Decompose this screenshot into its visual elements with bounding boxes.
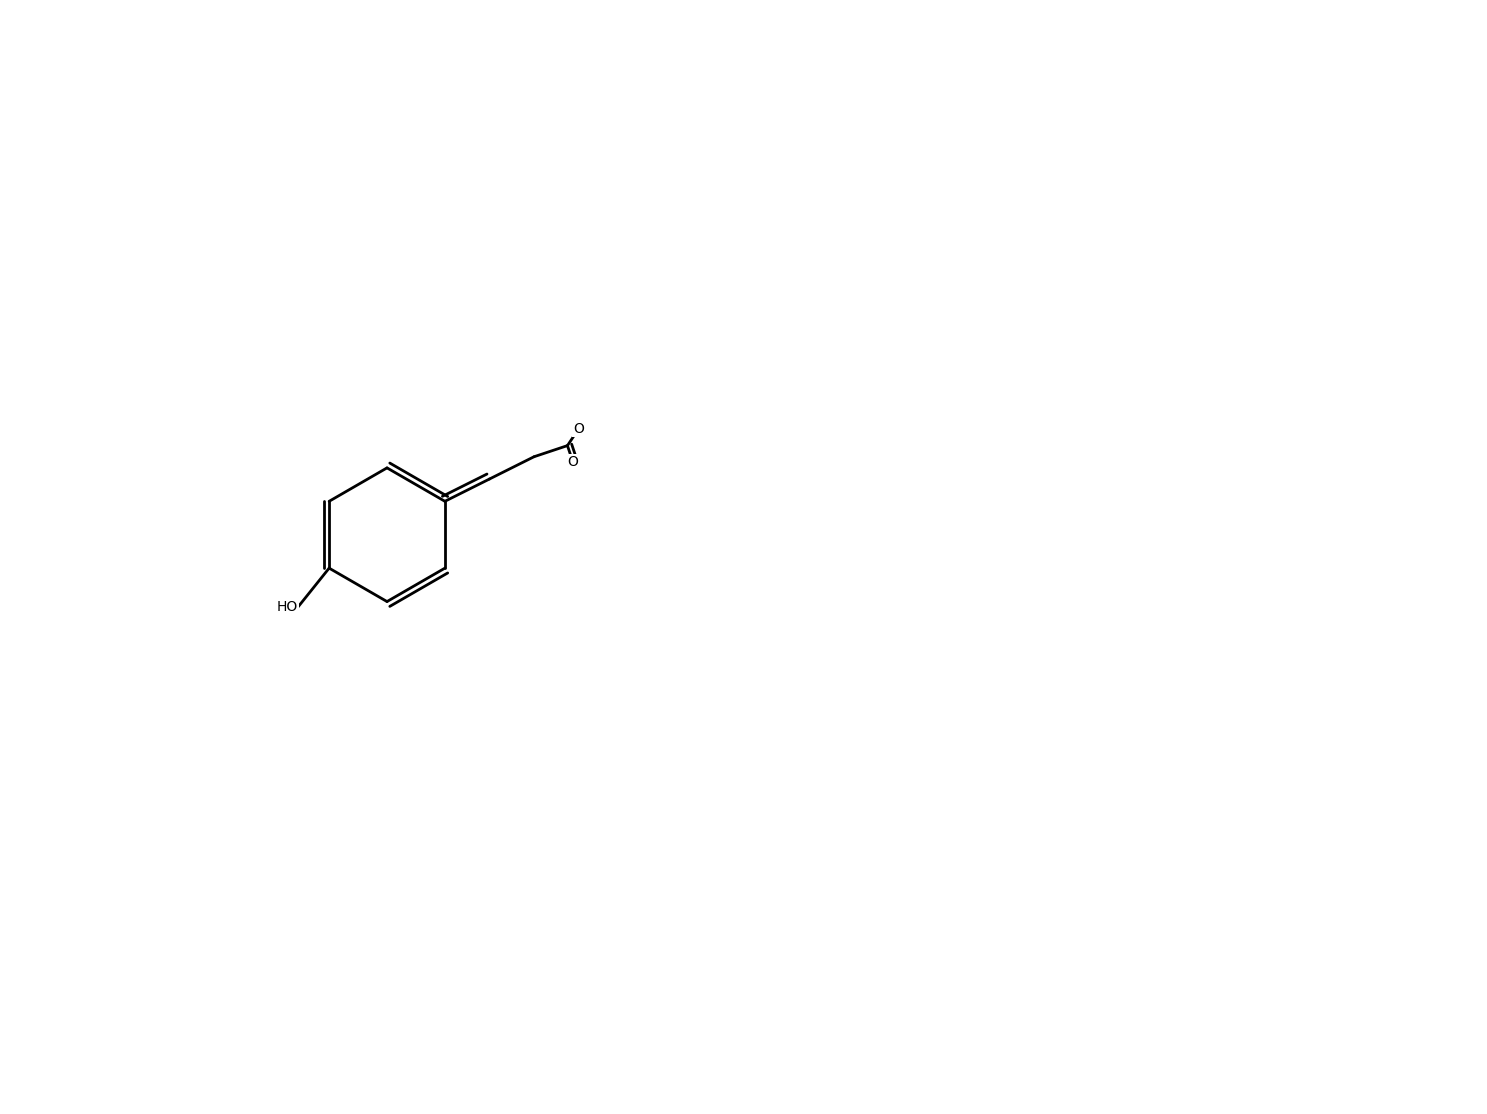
Text: HO: HO: [277, 600, 297, 614]
Text: O: O: [572, 422, 584, 436]
Text: O: O: [568, 456, 578, 469]
